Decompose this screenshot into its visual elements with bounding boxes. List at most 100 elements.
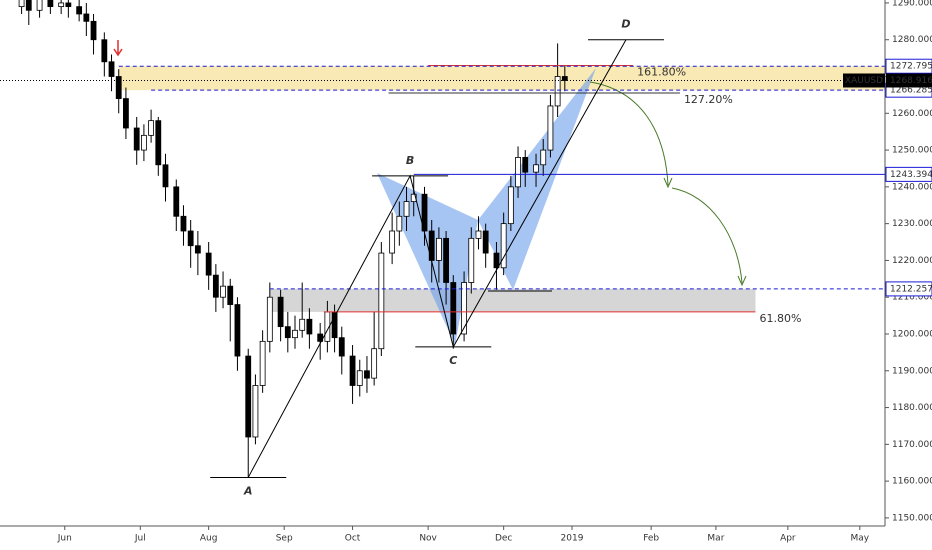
candle-body — [561, 76, 568, 81]
pattern-line — [247, 39, 627, 478]
candle-body — [533, 164, 539, 173]
price-level-label: 1272.795 — [890, 62, 932, 72]
candle-body — [338, 337, 345, 357]
candle-body — [522, 157, 529, 173]
candle-body — [554, 76, 561, 107]
x-tick-label: Sep — [276, 534, 293, 544]
harmonic-wing — [478, 68, 596, 290]
candle-body — [162, 164, 169, 188]
candle-body — [461, 282, 467, 335]
candle-body — [389, 230, 396, 254]
y-tick-label: 1240.000 — [892, 182, 932, 192]
x-tick-label: Jul — [134, 534, 146, 544]
price-level-box — [885, 58, 932, 74]
y-tick-label: 1160.000 — [892, 477, 932, 487]
x-tick-label: Aug — [200, 534, 218, 544]
candle-body — [155, 120, 162, 166]
fib-label: 161.80% — [637, 65, 686, 78]
overlays: 161.80% 127.20% 61.80% A B C D — [0, 18, 885, 497]
candle-body — [547, 105, 554, 151]
candle-body — [65, 2, 72, 8]
candle-body — [500, 223, 507, 269]
candle-body — [115, 76, 122, 99]
y-tick-label: 1210.000 — [892, 293, 932, 303]
x-tick-label: Apr — [780, 534, 796, 544]
candle-body — [227, 285, 234, 305]
candle-body — [403, 201, 410, 217]
x-tick-label: Oct — [345, 534, 361, 544]
x-tick-label: Feb — [643, 534, 659, 544]
zones — [118, 66, 885, 312]
candle-body — [317, 333, 324, 342]
candle-body — [259, 340, 266, 386]
x-tick-label: Jun — [57, 534, 72, 544]
candles — [18, 0, 568, 478]
candle-body — [76, 6, 83, 15]
price-level-label: 1212.257 — [890, 284, 932, 294]
candle-body — [277, 296, 284, 328]
candle-body — [410, 193, 417, 202]
candle-body — [173, 186, 180, 217]
x-tick-label: May — [851, 534, 870, 544]
candle-body — [220, 285, 226, 298]
candle-body — [468, 237, 475, 283]
last-price-label: 1268.916 — [890, 76, 932, 86]
candle-body — [205, 252, 212, 276]
candle-body — [493, 252, 500, 269]
candle-body — [299, 318, 306, 331]
candle-body — [356, 370, 363, 386]
x-tick-label: Mar — [707, 534, 724, 544]
x-tick-label: Dec — [495, 534, 512, 544]
arrow-head — [737, 275, 747, 287]
candle-body — [266, 296, 273, 342]
fib-label: 61.80% — [759, 312, 801, 325]
candle-body — [18, 0, 25, 8]
y-tick-label: 1290.000 — [892, 0, 932, 8]
y-tick-label: 1260.000 — [892, 109, 932, 119]
candle-body — [507, 186, 514, 225]
candle-body — [378, 252, 385, 350]
candle-body — [194, 245, 201, 254]
candle-body — [36, 0, 43, 11]
red-arrow — [113, 40, 123, 57]
fib-label: 127.20% — [684, 93, 733, 106]
candle-body — [306, 318, 313, 335]
candle-body — [148, 120, 154, 136]
candle-body — [90, 20, 97, 41]
candle-body — [141, 134, 147, 151]
candle-body — [450, 282, 457, 335]
y-tick-label: 1230.000 — [892, 219, 932, 229]
candle-body — [475, 230, 482, 239]
candle-body — [234, 304, 241, 357]
candle-body — [25, 0, 32, 11]
zone — [269, 288, 756, 312]
y-tick-label: 1280.000 — [892, 35, 932, 45]
candle-body — [245, 355, 252, 438]
candle-body — [364, 370, 370, 379]
point-label: A — [243, 484, 253, 497]
candle-body — [371, 348, 378, 379]
candle-body — [396, 215, 403, 232]
y-tick-label: 1190.000 — [892, 366, 932, 376]
candle-body — [292, 329, 298, 339]
projection-arrow — [671, 187, 743, 284]
point-label: B — [406, 154, 414, 167]
candle-body — [252, 385, 259, 438]
candle-body — [58, 2, 65, 8]
candle-body — [123, 98, 129, 129]
y-tick-label: 1220.000 — [892, 256, 932, 266]
candle-body — [349, 355, 356, 386]
candle-body — [284, 326, 291, 339]
symbol-box — [843, 73, 885, 88]
candle-body — [443, 237, 449, 283]
candle-body — [108, 61, 115, 77]
y-tick-label: 1180.000 — [892, 403, 932, 413]
y-tick-label: 1170.000 — [892, 440, 932, 450]
price-level-label: 1266.285 — [890, 86, 932, 96]
point-label: C — [449, 354, 457, 367]
candle-body — [187, 230, 194, 247]
candle-body — [133, 127, 140, 151]
candle-body — [436, 237, 442, 261]
y-tick-label: 1150.000 — [892, 513, 932, 523]
